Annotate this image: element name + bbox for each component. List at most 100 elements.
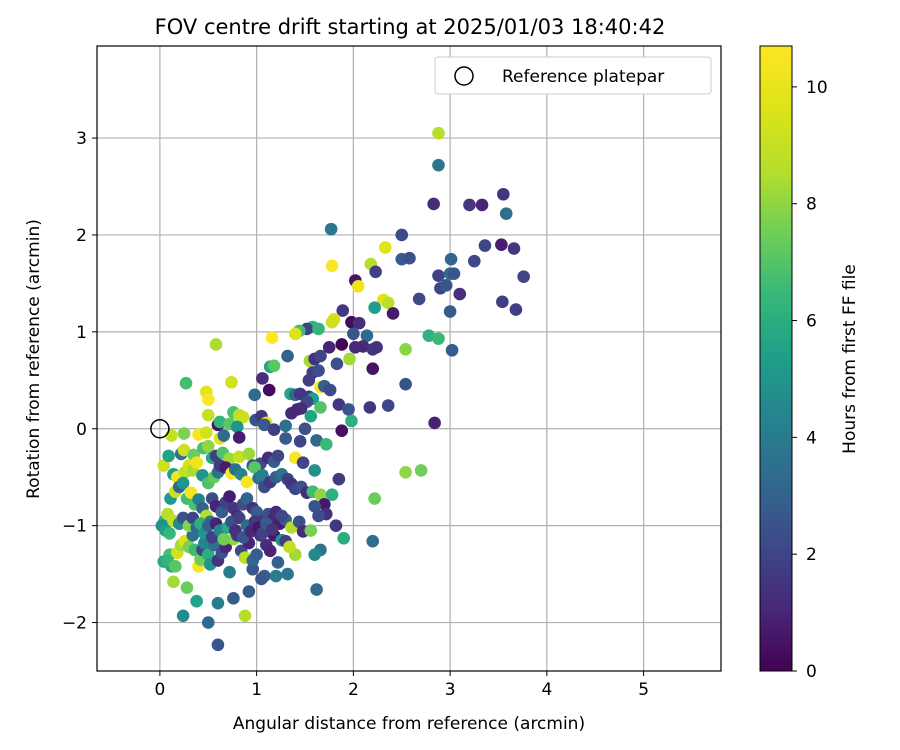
data-point	[369, 265, 382, 279]
data-point	[279, 432, 292, 445]
data-point	[336, 304, 350, 317]
data-point	[176, 476, 190, 490]
data-point	[447, 267, 461, 281]
data-point	[201, 393, 215, 406]
data-point	[314, 401, 327, 414]
data-point	[209, 338, 223, 351]
data-point	[422, 329, 436, 343]
data-point	[314, 488, 327, 501]
data-point	[190, 456, 203, 469]
data-point	[177, 427, 191, 440]
data-point	[332, 398, 346, 411]
y-tick-label: 0	[76, 420, 87, 440]
data-point	[232, 511, 246, 525]
plot-frame	[96, 45, 722, 672]
legend: Reference platepar	[434, 56, 712, 95]
legend-marker-icon	[454, 66, 474, 86]
data-point	[352, 316, 366, 330]
y-tick-label: 2	[76, 226, 87, 246]
data-point	[176, 609, 190, 623]
colorbar: 0 2 4 6 8 10 Hours from first FF file	[759, 45, 860, 682]
data-point	[399, 377, 412, 391]
data-point	[201, 616, 215, 629]
data-point	[162, 449, 175, 463]
data-point	[330, 357, 344, 371]
data-point	[250, 548, 263, 562]
data-point	[242, 447, 256, 461]
data-point	[495, 238, 508, 251]
data-point	[215, 505, 229, 519]
data-point	[335, 424, 349, 437]
data-point	[323, 383, 337, 397]
data-point	[293, 435, 307, 448]
data-point	[368, 301, 381, 314]
data-point	[236, 410, 250, 424]
data-point	[263, 544, 277, 558]
data-point	[366, 362, 380, 375]
data-point	[318, 498, 331, 511]
data-point	[478, 239, 492, 252]
data-point	[499, 207, 513, 220]
data-point	[310, 434, 323, 447]
data-point	[412, 292, 426, 306]
data-point	[439, 279, 453, 292]
data-point	[294, 402, 308, 415]
y-tick-label: −1	[62, 517, 87, 537]
data-point	[304, 409, 318, 423]
data-point	[335, 338, 349, 351]
data-point	[453, 287, 467, 301]
data-point	[281, 349, 294, 363]
data-point	[256, 527, 269, 540]
x-tick-label: 5	[638, 680, 649, 700]
data-point	[356, 340, 370, 353]
data-point	[201, 439, 215, 453]
data-point	[180, 581, 194, 594]
data-point	[213, 415, 227, 429]
data-point	[292, 515, 306, 529]
data-point	[211, 638, 225, 652]
data-point	[258, 418, 271, 432]
data-point	[227, 592, 240, 605]
data-point	[312, 509, 325, 523]
data-point	[223, 490, 236, 503]
x-tick-label: 1	[251, 680, 262, 700]
data-point	[310, 583, 323, 596]
data-point	[232, 450, 246, 464]
reference-point-marker	[150, 419, 170, 439]
data-point	[304, 524, 318, 537]
data-point	[360, 329, 374, 343]
data-point	[279, 419, 292, 433]
data-point	[445, 343, 459, 357]
data-point	[497, 187, 510, 201]
data-point	[232, 431, 246, 444]
y-tick-label: 3	[76, 129, 87, 149]
data-point	[169, 560, 182, 573]
data-point	[366, 534, 380, 548]
data-points	[155, 126, 530, 652]
y-tick-label: −2	[62, 614, 87, 634]
data-point	[507, 242, 521, 255]
data-point	[351, 280, 365, 293]
data-point	[443, 305, 457, 318]
colorbar-tick-label: 10	[806, 78, 828, 98]
colorbar-label: Hours from first FF file	[840, 264, 860, 454]
data-point	[190, 594, 203, 608]
data-point	[255, 572, 268, 586]
data-point	[165, 429, 178, 442]
colorbar-tick-label: 4	[806, 428, 817, 448]
data-point	[509, 303, 523, 316]
data-point	[395, 228, 409, 242]
colorbar-tick-label: 6	[806, 312, 817, 332]
y-axis-label: Rotation from reference (arcmin)	[24, 219, 44, 499]
colorbar-tick-label: 8	[806, 195, 817, 215]
data-point	[496, 295, 509, 309]
data-point	[403, 251, 416, 265]
data-point	[217, 429, 231, 442]
data-point	[432, 126, 445, 140]
data-point	[368, 492, 381, 505]
colorbar-gradient	[759, 45, 793, 672]
data-point	[428, 416, 441, 430]
data-point	[314, 349, 327, 363]
data-point	[468, 254, 481, 268]
data-point	[463, 198, 476, 212]
